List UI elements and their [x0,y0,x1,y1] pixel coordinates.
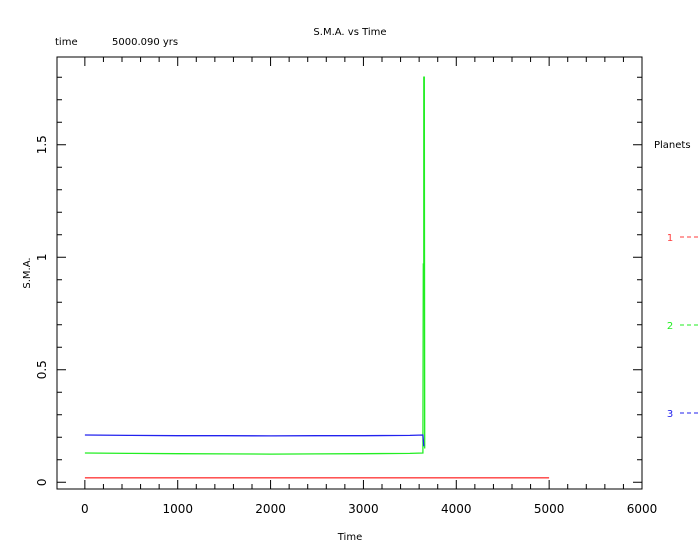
time-value: 5000.090 yrs [112,37,178,48]
series-line-2 [84,76,426,455]
y-tick-label: 0 [35,478,49,486]
y-tick-label: 1.5 [35,135,49,154]
legend-title: Planets [654,140,691,151]
series-line-3 [84,434,425,447]
y-axis: 0 0.5 1 1.5 [35,76,642,486]
x-tick-label: 0 [81,502,89,516]
series-layer [84,76,550,479]
x-axis-label: Time [337,532,362,543]
y-tick-label: 1 [35,253,49,261]
x-tick-label: 6000 [627,502,658,516]
y-axis-label: S.M.A. [22,257,33,288]
x-tick-label: 2000 [255,502,286,516]
plot-frame [56,56,643,490]
x-tick-label: 1000 [162,502,193,516]
legend-label: 3 [667,409,673,420]
x-tick-label: 3000 [348,502,379,516]
legend-label: 2 [667,321,673,332]
chart-title: S.M.A. vs Time [313,27,386,38]
x-axis: 0 1000 2000 3000 4000 5000 6000 [81,57,657,516]
y-tick-label: 0.5 [35,360,49,379]
x-tick-label: 5000 [534,502,565,516]
legend: Planets 1 2 3 [654,140,700,420]
x-tick-label: 4000 [441,502,472,516]
legend-label: 1 [667,233,673,244]
time-label: time [55,37,78,48]
